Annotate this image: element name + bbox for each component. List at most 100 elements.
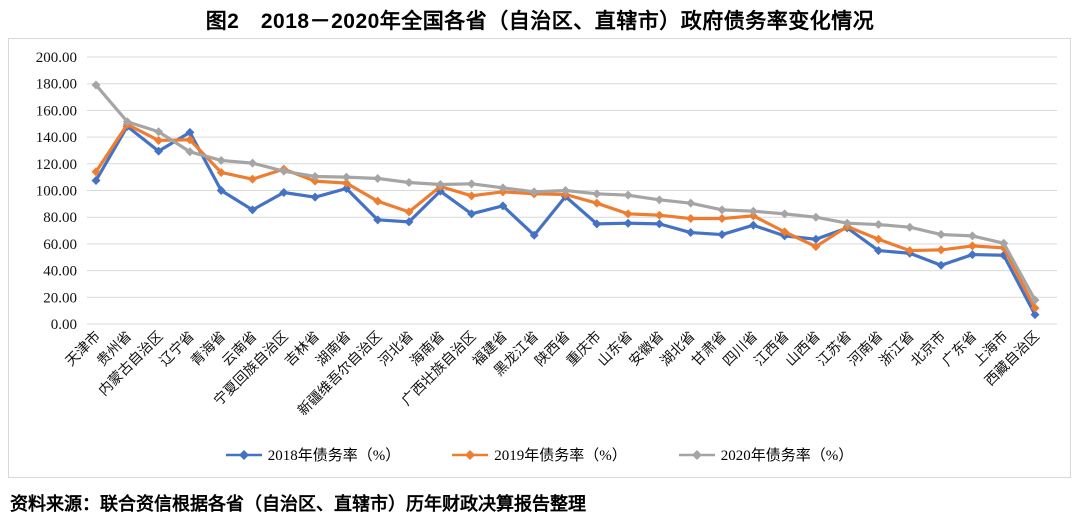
data-point-marker: [654, 210, 664, 220]
data-point-marker: [91, 175, 101, 185]
x-category-label: 青海省: [188, 329, 229, 370]
line-chart: 0.00 20.00 40.00 60.00 80.00 100.00 120.00 140.…: [36, 50, 1057, 419]
data-point-marker: [404, 217, 414, 227]
x-category-label: 广东省: [939, 329, 980, 370]
data-point-marker: [686, 214, 696, 224]
x-category-label: 陕西省: [532, 329, 573, 370]
data-point-marker: [154, 127, 164, 137]
y-tick-label: 0.00: [51, 317, 77, 333]
data-point-marker: [717, 230, 727, 240]
legend-item: 2019年债务率（%）: [452, 444, 627, 465]
data-point-marker: [279, 166, 289, 176]
y-tick-label: 20.00: [43, 290, 77, 306]
data-point-marker: [967, 241, 977, 251]
data-point-marker: [373, 196, 383, 206]
x-category-label: 山东省: [595, 329, 636, 370]
y-tick-label: 140.00: [36, 130, 77, 146]
x-category-label: 甘肃省: [689, 329, 730, 370]
data-point-marker: [404, 177, 414, 187]
data-point-marker: [467, 191, 477, 201]
legend-marker-icon: [225, 449, 262, 460]
x-category-label: 四川省: [720, 329, 761, 370]
data-point-marker: [529, 230, 539, 240]
data-point-marker: [936, 260, 946, 270]
data-point-marker: [717, 214, 727, 224]
data-point-marker: [1030, 303, 1040, 313]
data-point-marker: [748, 220, 758, 230]
data-point-marker: [623, 218, 633, 228]
data-point-marker: [748, 211, 758, 221]
data-point-marker: [936, 230, 946, 240]
data-point-marker: [967, 231, 977, 241]
y-tick-label: 60.00: [43, 237, 77, 253]
data-point-marker: [154, 146, 164, 156]
x-category-label: 江苏省: [814, 329, 855, 370]
data-point-marker: [467, 209, 477, 219]
data-point-marker: [310, 192, 320, 202]
data-point-marker: [341, 172, 351, 182]
data-point-marker: [216, 186, 226, 195]
data-point-marker: [1030, 295, 1040, 305]
data-point-marker: [780, 209, 790, 219]
data-point-marker: [686, 198, 696, 208]
y-tick-label: 200.00: [36, 50, 77, 66]
data-point-marker: [435, 179, 445, 189]
data-point-marker: [623, 190, 633, 200]
data-point-marker: [874, 234, 883, 244]
data-point-marker: [185, 147, 195, 157]
data-point-marker: [341, 178, 351, 188]
data-point-marker: [404, 207, 414, 217]
data-point-marker: [529, 187, 539, 197]
data-point-marker: [310, 171, 320, 181]
x-category-label: 重庆市: [563, 328, 605, 370]
data-point-marker: [748, 206, 758, 216]
y-tick-label: 40.00: [43, 264, 77, 280]
x-category-label: 北京市: [907, 328, 949, 370]
data-point-marker: [185, 135, 195, 145]
chart-area: 0.00 20.00 40.00 60.00 80.00 100.00 120.00 140.…: [8, 38, 1071, 478]
y-tick-label: 100.00: [36, 184, 77, 200]
data-point-marker: [592, 189, 602, 199]
x-category-label: 山西省: [783, 329, 824, 370]
data-point-marker: [811, 234, 821, 244]
data-point-marker: [248, 174, 257, 184]
legend-label: 2020年债务率（%）: [720, 448, 854, 464]
x-category-label: 浙江省: [877, 329, 918, 370]
x-category-label: 江西省: [751, 329, 792, 370]
data-point-marker: [216, 155, 226, 165]
legend-label: 2019年债务率（%）: [494, 448, 627, 464]
y-tick-label: 180.00: [36, 77, 77, 93]
data-point-marker: [91, 167, 101, 177]
data-point-marker: [623, 209, 633, 219]
x-category-label: 天津市: [62, 328, 104, 370]
data-point-marker: [936, 245, 946, 255]
data-point-marker: [248, 205, 257, 215]
data-point-marker: [561, 186, 570, 195]
series-line-2019年债务率（%）: [94, 122, 1037, 310]
data-point-marker: [279, 188, 289, 198]
legend: 2018年债务率（%） 2019年债务率（%） 2020年债务率（%）: [9, 444, 1070, 465]
data-point-marker: [811, 212, 821, 222]
series-line-2018年债务率（%）: [94, 124, 1037, 317]
data-point-marker: [592, 219, 602, 229]
data-point-marker: [373, 173, 383, 183]
data-point-marker: [654, 195, 664, 205]
data-point-marker: [373, 215, 383, 225]
data-point-marker: [310, 176, 320, 186]
data-point-marker: [498, 201, 508, 211]
data-point-marker: [717, 205, 727, 215]
data-point-marker: [498, 183, 508, 193]
legend-item: 2018年债务率（%）: [225, 444, 400, 465]
data-point-marker: [811, 242, 821, 252]
x-category-label: 河南省: [845, 329, 886, 370]
data-point-marker: [842, 218, 852, 228]
x-category-label: 河北省: [376, 329, 417, 370]
data-point-marker: [154, 135, 164, 145]
x-category-label: 辽宁省: [156, 328, 198, 370]
data-point-marker: [592, 198, 602, 208]
data-point-marker: [248, 158, 257, 168]
data-point-marker: [905, 222, 915, 232]
x-category-label: 湖北省: [658, 329, 699, 370]
data-point-marker: [216, 167, 226, 177]
